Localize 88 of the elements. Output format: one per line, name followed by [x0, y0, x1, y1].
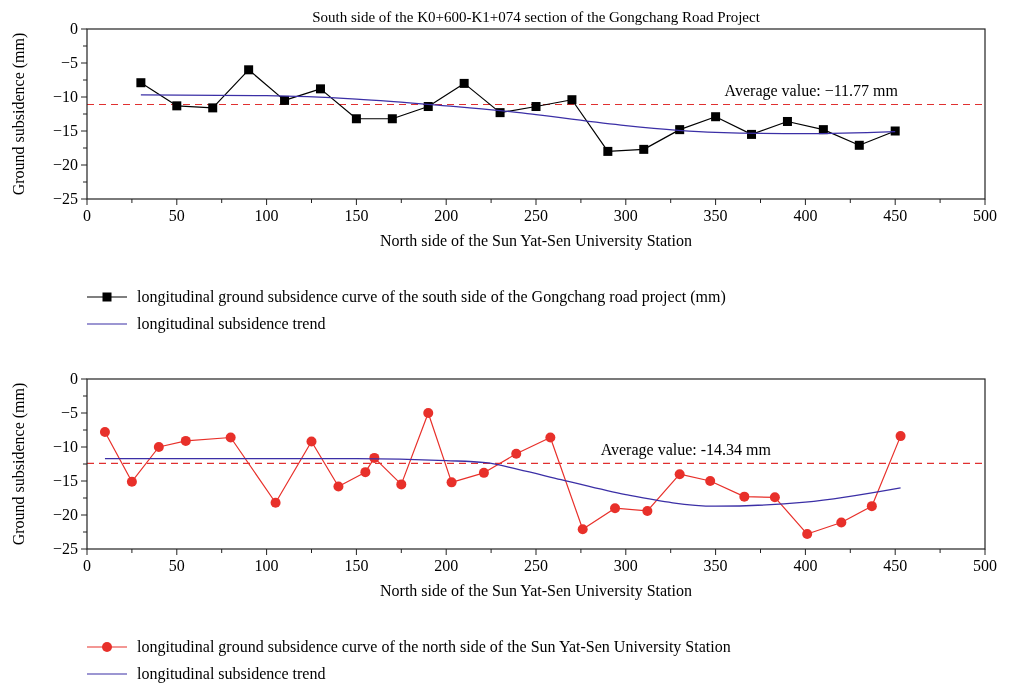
x-tick-label: 0	[83, 557, 91, 574]
x-tick-label: 350	[703, 207, 728, 224]
line-series	[104, 457, 902, 507]
y-tick-label: −20	[52, 506, 78, 523]
point	[511, 448, 522, 459]
point	[890, 126, 900, 136]
legend-label: longitudinal ground subsidence curve of the south side of the Gongchang road project (mm)	[137, 288, 726, 306]
point	[360, 467, 371, 478]
point	[446, 477, 457, 488]
point	[208, 103, 218, 113]
legend-label: longitudinal subsidence trend	[137, 315, 326, 333]
point	[854, 140, 864, 150]
x-tick-label: 250	[524, 207, 548, 224]
x-tick-label: 150	[344, 207, 369, 224]
point	[711, 112, 721, 122]
y-tick-label: −5	[60, 54, 78, 71]
point	[567, 95, 577, 105]
x-axis-title: North side of the Sun Yat-Sen University Station	[380, 232, 692, 250]
y-axis-title: Ground subsidence (mm)	[10, 382, 28, 546]
x-tick-label: 500	[973, 557, 997, 574]
x-tick-label: 300	[613, 557, 638, 574]
point	[126, 476, 137, 487]
x-tick-label: 450	[883, 557, 908, 574]
point	[739, 491, 750, 502]
point	[895, 431, 906, 442]
point	[603, 146, 613, 156]
annotation: Average value: −11.77 mm	[724, 82, 899, 101]
point	[396, 479, 407, 490]
point	[782, 116, 792, 126]
point	[423, 408, 434, 418]
point	[306, 436, 317, 447]
point	[333, 481, 344, 492]
y-tick-label: −15	[52, 472, 78, 489]
point	[315, 84, 325, 94]
x-tick-label: 400	[793, 557, 818, 574]
x-tick-label: 0	[83, 207, 91, 224]
y-tick-label: 0	[70, 370, 78, 387]
x-tick-label: 500	[973, 207, 997, 224]
y-tick-label: −25	[52, 190, 78, 207]
y-tick-label: −20	[52, 156, 78, 173]
chart-title: South side of the K0+600-K1+074 section of the Gongchang Road Project	[312, 9, 761, 25]
y-tick-label: −15	[52, 122, 78, 139]
x-tick-label: 100	[254, 557, 279, 574]
x-tick-label: 200	[434, 557, 459, 574]
point	[478, 467, 489, 478]
point	[136, 78, 146, 88]
legend-label: longitudinal subsidence trend	[137, 665, 326, 683]
point	[351, 114, 361, 124]
annotation: Average value: -14.34 mm	[600, 441, 772, 460]
y-axis-title: Ground subsidence (mm)	[10, 32, 28, 196]
x-tick-label: 150	[344, 557, 369, 574]
point	[674, 469, 685, 480]
x-tick-label: 100	[254, 207, 279, 224]
point	[459, 78, 469, 88]
point	[387, 114, 397, 124]
point	[836, 517, 847, 528]
x-tick-label: 400	[793, 207, 818, 224]
y-tick-label: 0	[70, 20, 78, 37]
x-tick-label: 350	[703, 557, 728, 574]
point	[531, 102, 541, 112]
x-tick-label: 250	[524, 557, 548, 574]
legend-label: longitudinal ground subsidence curve of the north side of the Sun Yat-Sen University Station	[137, 638, 731, 656]
point	[705, 476, 716, 486]
point	[99, 427, 110, 438]
x-tick-label: 300	[613, 207, 638, 224]
y-tick-label: −25	[52, 540, 78, 557]
x-tick-label: 200	[434, 207, 459, 224]
point	[639, 144, 649, 154]
y-tick-label: −10	[52, 88, 78, 105]
x-tick-label: 50	[168, 207, 185, 224]
point	[866, 501, 877, 512]
point	[172, 101, 182, 111]
x-tick-label: 450	[883, 207, 908, 224]
point	[270, 497, 281, 508]
point	[153, 442, 164, 452]
point	[180, 435, 191, 446]
point	[610, 503, 621, 514]
point	[545, 432, 556, 443]
point	[642, 505, 653, 516]
y-tick-label: −5	[60, 404, 78, 421]
y-tick-label: −10	[52, 438, 78, 455]
point	[577, 524, 588, 535]
point	[225, 432, 236, 443]
point	[802, 529, 813, 540]
point	[244, 65, 254, 75]
x-tick-label: 50	[168, 557, 185, 574]
x-axis-title: North side of the Sun Yat-Sen University Station	[380, 582, 692, 600]
point	[769, 492, 780, 503]
